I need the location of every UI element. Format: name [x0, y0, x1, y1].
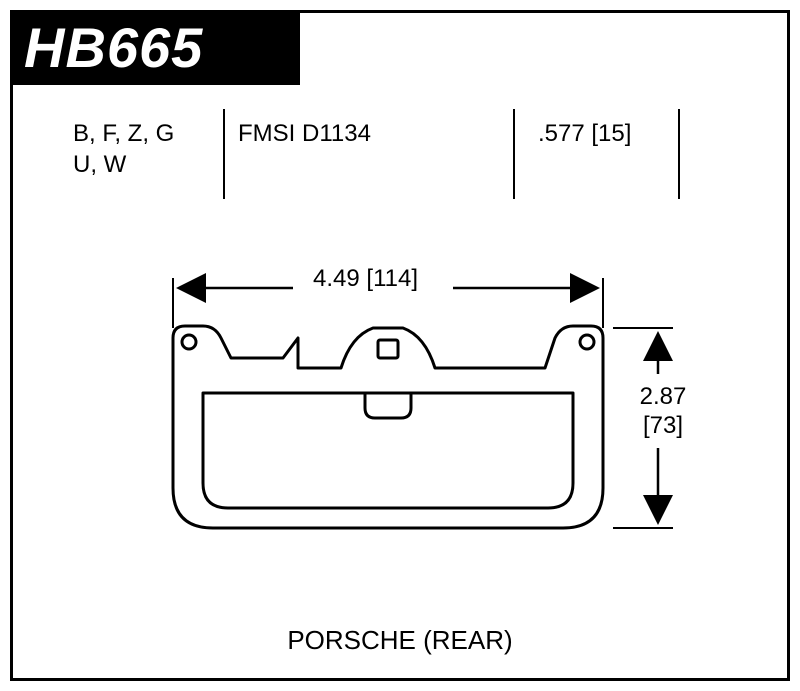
title-bar: HB665 [10, 10, 300, 85]
info-divider-1 [223, 109, 225, 199]
compound-codes: B, F, Z, G U, W [73, 118, 213, 180]
application-label: PORSCHE (REAR) [13, 625, 787, 656]
info-divider-3 [678, 109, 680, 199]
part-number: HB665 [24, 15, 203, 80]
codes-line-2: U, W [73, 149, 213, 180]
brake-pad-diagram [103, 258, 723, 588]
thickness-value: .577 [15] [538, 118, 631, 149]
info-divider-2 [513, 109, 515, 199]
spec-frame: HB665 B, F, Z, G U, W FMSI D1134 .577 [1… [10, 10, 790, 681]
fmsi-code: FMSI D1134 [238, 118, 371, 149]
codes-line-1: B, F, Z, G [73, 118, 213, 149]
